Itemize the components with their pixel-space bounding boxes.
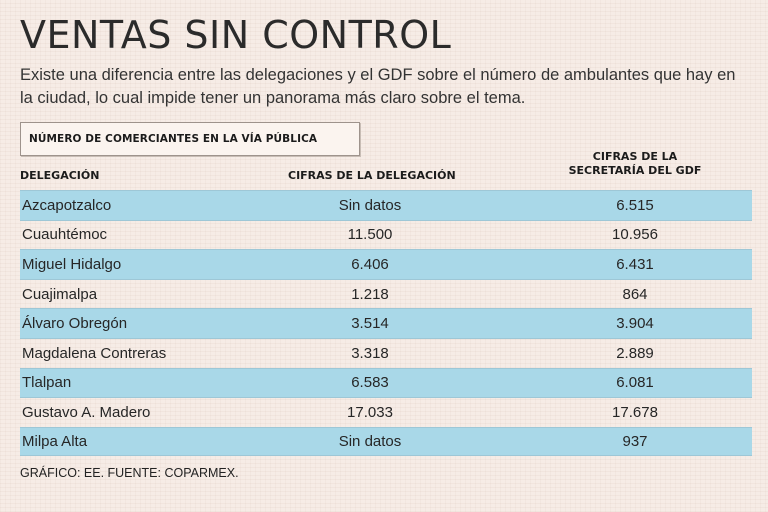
cell-cifras-gdf: 6.081 (616, 374, 654, 392)
cell-delegacion: Magdalena Contreras (22, 344, 167, 362)
cell-cifras-gdf: 2.889 (616, 344, 654, 362)
column-header-cifras-gdf-line2: SECRETARÍA DEL GDF (568, 164, 702, 177)
page-subtitle: Existe una diferencia entre las delegaci… (20, 66, 736, 107)
column-header-cifras-delegacion: CIFRAS DE LA DELEGACIÓN (288, 169, 456, 182)
table-row: Cuauhtémoc 11.500 10.956 (20, 219, 752, 250)
cell-cifras-delegacion: 17.033 (347, 403, 393, 421)
cell-cifras-gdf: 17.678 (612, 403, 658, 421)
cell-cifras-gdf: 6.515 (616, 196, 654, 214)
source-credit: GRÁFICO: EE. FUENTE: COPARMEX. (20, 466, 239, 480)
cell-delegacion: Azcapotzalco (22, 196, 112, 214)
table-row: Tlalpan 6.583 6.081 (20, 367, 752, 398)
cell-cifras-delegacion: Sin datos (338, 196, 402, 214)
cell-delegacion: Cuauhtémoc (22, 226, 108, 244)
section-label-text: NÚMERO DE COMERCIANTES EN LA VÍA PÚBLICA (29, 133, 318, 145)
table-row: Miguel Hidalgo 6.406 6.431 (20, 249, 752, 279)
data-table: Azcapotzalco Sin datos 6.515 Cuauhtémoc 11.5… (20, 190, 752, 457)
cell-cifras-delegacion: 1.218 (351, 285, 389, 303)
cell-cifras-gdf: 864 (622, 285, 648, 303)
cell-cifras-delegacion: 6.583 (351, 374, 389, 392)
cell-cifras-gdf: 6.431 (616, 255, 654, 273)
cell-delegacion: Milpa Alta (22, 433, 88, 451)
cell-delegacion: Gustavo A. Madero (22, 403, 151, 421)
table-row: Magdalena Contreras 3.318 2.889 (20, 337, 752, 368)
cell-cifras-gdf: 3.904 (616, 315, 654, 333)
table-row: Álvaro Obregón 3.514 3.904 (20, 308, 752, 338)
column-header-cifras-gdf-line1: CIFRAS DE LA (592, 150, 678, 163)
column-header-delegacion: DELEGACIÓN (20, 169, 100, 182)
cell-cifras-delegacion: 3.318 (351, 344, 389, 362)
cell-cifras-delegacion: 6.406 (351, 255, 389, 273)
table-row: Azcapotzalco Sin datos 6.515 (20, 190, 752, 220)
cell-cifras-delegacion: Sin datos (338, 433, 402, 451)
section-label: NÚMERO DE COMERCIANTES EN LA VÍA PÚBLICA (20, 122, 360, 156)
cell-cifras-gdf: 10.956 (612, 226, 658, 244)
cell-delegacion: Álvaro Obregón (22, 315, 128, 333)
column-header-cifras-gdf: CIFRAS DE LA SECRETARÍA DEL GDF (560, 150, 710, 178)
cell-cifras-delegacion: 3.514 (351, 315, 389, 333)
cell-delegacion: Cuajimalpa (22, 285, 98, 303)
page-title: VENTAS SIN CONTROL (20, 13, 452, 57)
table-row: Cuajimalpa 1.218 864 (20, 278, 752, 309)
table-row: Milpa Alta Sin datos 937 (20, 426, 752, 457)
cell-cifras-gdf: 937 (622, 433, 648, 451)
cell-delegacion: Miguel Hidalgo (22, 255, 122, 273)
table-row: Gustavo A. Madero 17.033 17.678 (20, 397, 752, 427)
cell-cifras-delegacion: 11.500 (347, 226, 393, 244)
cell-delegacion: Tlalpan (22, 374, 72, 392)
